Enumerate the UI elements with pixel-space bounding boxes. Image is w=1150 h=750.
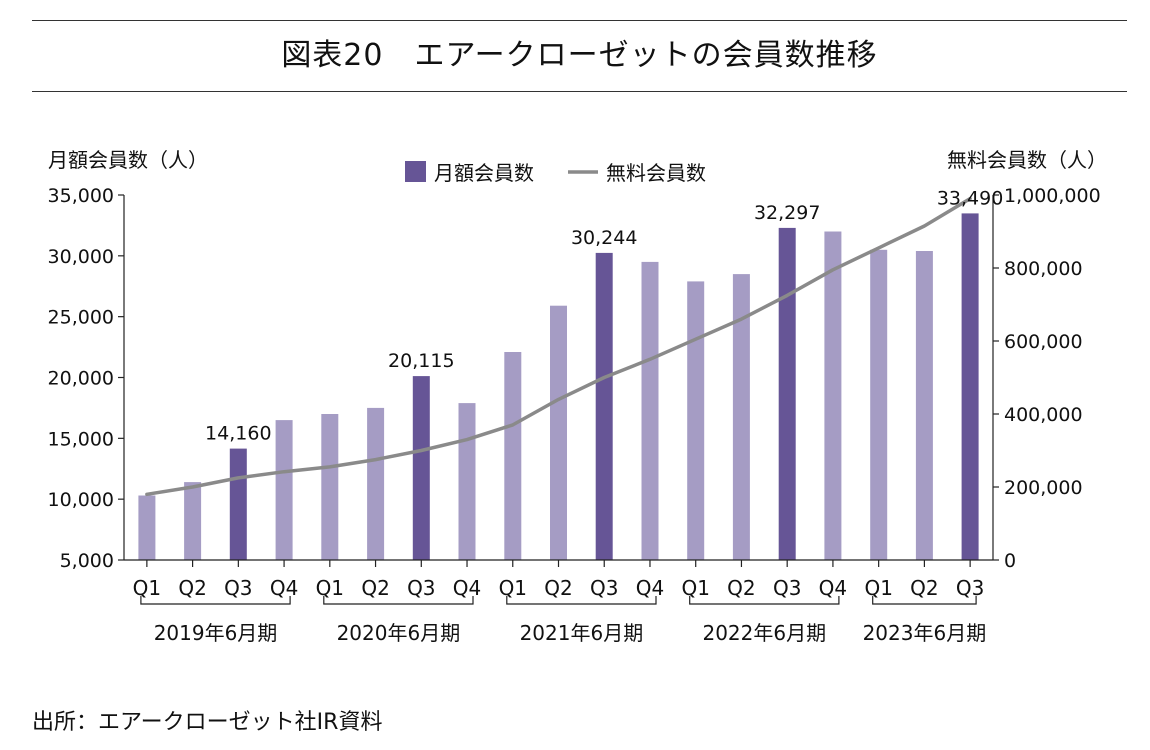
x-tick-label: Q1 [864,576,892,600]
y-right-tick-label: 400,000 [1004,404,1083,426]
x-tick-label: Q4 [453,576,481,600]
bar-10 [550,305,567,560]
y-right-tick-label: 800,000 [1004,258,1083,280]
bar-18 [915,251,933,560]
x-tick-label: Q3 [224,576,252,600]
y-left-tick-label: 20,000 [48,368,114,390]
x-tick-label: Q1 [681,576,709,600]
bar-1 [138,495,156,560]
bar-6 [367,407,385,560]
group-bracket-2 [323,596,474,605]
y-right-axis-title: 無料会員数（人） [947,148,1107,172]
group-bracket-4 [689,596,840,605]
bar-3 [229,448,247,560]
x-tick-label: Q3 [407,576,435,600]
line-free-members [145,196,972,497]
bar-13 [687,281,705,560]
x-tick-label: Q2 [178,576,206,600]
data-label-7: 20,115 [388,350,454,372]
x-tick-label: Q1 [133,576,161,600]
axes-layer: 5,000 10,000 15,000 20,000 25,000 30,000 35,00… [48,148,1107,645]
y-left-axis-title: 月額会員数（人） [48,148,208,172]
bar-19 [961,213,979,560]
x-tick-label: Q3 [956,576,984,600]
x-tick-label: Q3 [590,576,618,600]
x-tick-label: Q4 [270,576,298,600]
group-bracket-1 [140,596,291,605]
data-label-15: 32,297 [754,202,820,224]
y-left-tick-label: 25,000 [48,307,114,329]
y-right-tick-label: 0 [1004,550,1016,572]
data-label-3: 14,160 [205,423,271,445]
legend-swatch-bars [405,161,426,182]
group-label-1: 2019年6月期 [154,621,278,645]
bar-17 [870,249,888,561]
title-rule-bottom [32,91,1127,92]
bars-layer [138,213,979,561]
bar-2 [184,482,202,560]
bar-8 [458,403,476,560]
y-left-tick-label: 15,000 [48,428,114,450]
bar-14 [732,274,750,560]
group-label-3: 2021年6月期 [520,621,644,645]
group-label-4: 2022年6月期 [702,621,826,645]
y-left-tick-label: 5,000 [60,550,114,572]
x-tick-label: Q3 [773,576,801,600]
line-layer [145,196,972,497]
bar-16 [824,231,842,560]
source-note: 出所：エアークローゼット社IR資料 [32,710,383,735]
data-label-11: 30,244 [571,227,637,249]
group-label-2: 2020年6月期 [337,621,461,645]
data-label-19: 33,490 [937,187,1003,209]
bar-7 [412,376,430,560]
x-tick-label: Q1 [499,576,527,600]
bar-9 [504,352,522,560]
y-left-tick-label: 30,000 [48,246,114,268]
y-left-tick-label: 35,000 [48,185,114,207]
x-tick-label: Q4 [636,576,664,600]
legend: 月額会員数 無料会員数 [405,161,706,185]
group-bracket-3 [506,596,657,605]
x-tick-label: Q2 [910,576,938,600]
x-tick-label: Q4 [819,576,847,600]
bar-12 [641,261,659,560]
group-label-5: 2023年6月期 [863,621,987,645]
y-right-tick-label: 200,000 [1004,477,1083,499]
bar-11 [595,252,613,560]
y-right-tick-label: 600,000 [1004,331,1083,353]
legend-label-line: 無料会員数 [606,161,706,185]
title-rule-top [32,20,1127,21]
y-left-tick-label: 10,000 [48,489,114,511]
bar-4 [275,420,293,560]
x-tick-label: Q2 [544,576,572,600]
x-tick-label: Q1 [316,576,344,600]
bar-5 [321,414,339,560]
labels-layer: 14,160 20,115 30,244 32,297 33,490 [205,187,1003,444]
group-bracket-5 [872,596,977,605]
legend-label-bars: 月額会員数 [434,161,534,185]
x-tick-label: Q2 [727,576,755,600]
x-tick-label: Q2 [361,576,389,600]
y-right-tick-label: 1,000,000 [1004,185,1101,207]
chart-title: 図表20 エアークローゼットの会員数推移 [281,38,878,73]
bar-15 [778,227,796,560]
